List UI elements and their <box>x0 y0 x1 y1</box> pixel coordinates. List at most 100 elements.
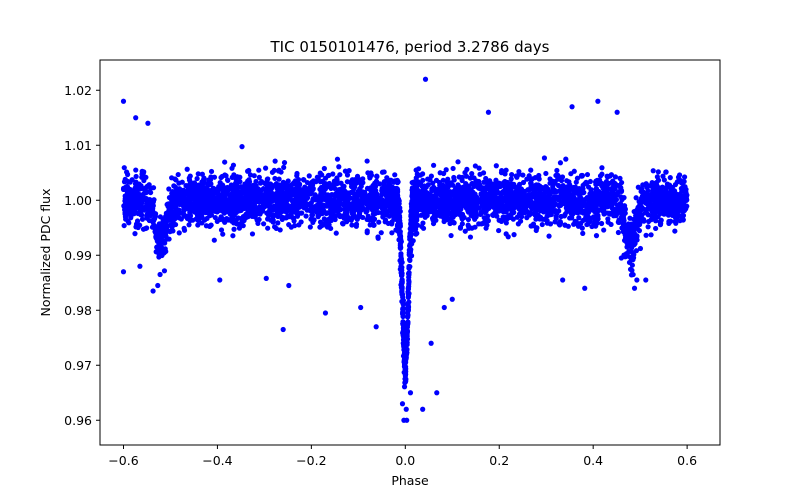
data-point <box>465 216 472 223</box>
data-point <box>169 195 176 202</box>
data-point <box>403 345 409 351</box>
data-point <box>579 185 585 192</box>
data-point <box>219 182 226 188</box>
data-point <box>341 196 347 202</box>
data-point <box>133 187 139 193</box>
data-point <box>467 175 473 181</box>
data-point <box>145 207 152 213</box>
data-point <box>646 192 652 199</box>
data-point <box>520 191 527 197</box>
data-point <box>121 222 127 229</box>
data-point <box>223 198 229 204</box>
data-point <box>605 219 611 225</box>
data-point <box>422 76 429 82</box>
data-point <box>158 236 165 243</box>
data-point <box>672 210 678 216</box>
data-point <box>422 197 428 204</box>
data-point <box>518 211 524 218</box>
data-point <box>400 309 406 315</box>
data-point <box>287 182 294 189</box>
data-point <box>629 225 635 231</box>
data-point <box>133 224 139 230</box>
data-point <box>179 179 185 185</box>
data-point <box>425 176 431 182</box>
data-point <box>198 183 204 189</box>
data-point <box>368 189 374 195</box>
data-point <box>498 197 504 204</box>
data-point <box>186 222 192 228</box>
data-point <box>565 195 571 201</box>
data-point <box>126 220 132 226</box>
data-point <box>592 193 598 199</box>
data-point <box>502 171 508 177</box>
data-point <box>667 175 673 181</box>
data-point <box>139 216 146 222</box>
data-point <box>246 177 252 183</box>
data-point <box>612 196 618 202</box>
x-tick-label: 0.6 <box>677 453 697 468</box>
data-point <box>332 193 339 199</box>
data-point <box>466 191 472 197</box>
data-point <box>218 192 224 198</box>
data-point <box>350 190 356 196</box>
data-point <box>587 178 593 185</box>
data-point <box>248 201 254 207</box>
data-point <box>598 180 605 186</box>
data-point <box>181 225 187 231</box>
data-point <box>418 193 425 199</box>
data-point <box>481 189 488 195</box>
data-point <box>240 223 246 229</box>
data-point <box>413 167 419 173</box>
data-point <box>195 188 201 194</box>
data-point <box>237 179 243 185</box>
data-point <box>520 203 527 210</box>
data-point <box>134 218 141 224</box>
data-point <box>441 170 447 177</box>
data-point <box>157 271 163 278</box>
data-point <box>241 202 247 208</box>
data-point <box>601 208 607 215</box>
data-point <box>667 201 673 207</box>
data-point <box>681 174 688 180</box>
data-point <box>399 259 405 265</box>
data-point <box>576 215 582 221</box>
data-point <box>471 175 477 181</box>
data-point <box>553 172 559 179</box>
data-point <box>599 171 605 177</box>
data-point <box>229 174 235 180</box>
data-point <box>123 186 129 192</box>
data-point <box>547 176 553 182</box>
data-point <box>211 237 217 243</box>
data-point <box>620 206 626 212</box>
data-point <box>599 165 605 171</box>
data-point <box>321 165 327 172</box>
data-point <box>317 179 324 185</box>
data-point <box>401 337 407 343</box>
data-point <box>249 231 256 237</box>
data-point <box>660 197 667 203</box>
data-point <box>585 221 591 227</box>
data-point <box>359 192 365 198</box>
data-point <box>156 251 162 258</box>
data-point <box>604 204 610 210</box>
data-point <box>493 207 499 214</box>
data-point <box>161 268 168 274</box>
data-point <box>448 232 454 239</box>
data-point <box>275 213 281 220</box>
data-point <box>290 189 296 195</box>
data-point <box>459 177 465 184</box>
data-point <box>411 187 417 193</box>
data-point <box>617 175 623 181</box>
data-point <box>619 215 625 221</box>
data-point <box>332 185 338 192</box>
data-point <box>310 185 316 192</box>
data-point <box>463 173 470 179</box>
data-point <box>131 211 137 217</box>
data-point <box>309 179 315 185</box>
data-point <box>184 196 190 202</box>
data-point <box>137 263 143 269</box>
data-point <box>507 212 514 218</box>
data-point <box>449 296 455 302</box>
data-point <box>640 182 646 188</box>
data-point <box>412 196 418 202</box>
